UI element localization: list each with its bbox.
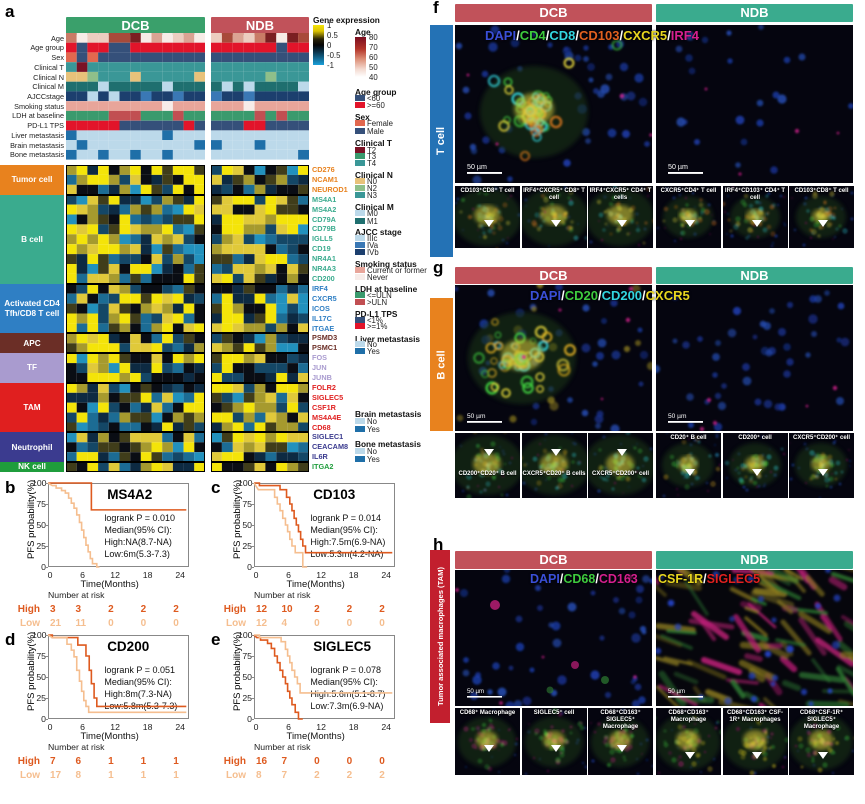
svg-text:50 µm: 50 µm [467, 413, 486, 420]
svg-text:50 µm: 50 µm [668, 163, 688, 171]
svg-text:50 µm: 50 µm [668, 413, 687, 420]
svg-text:50 µm: 50 µm [467, 163, 487, 171]
svg-text:50 µm: 50 µm [668, 688, 685, 695]
